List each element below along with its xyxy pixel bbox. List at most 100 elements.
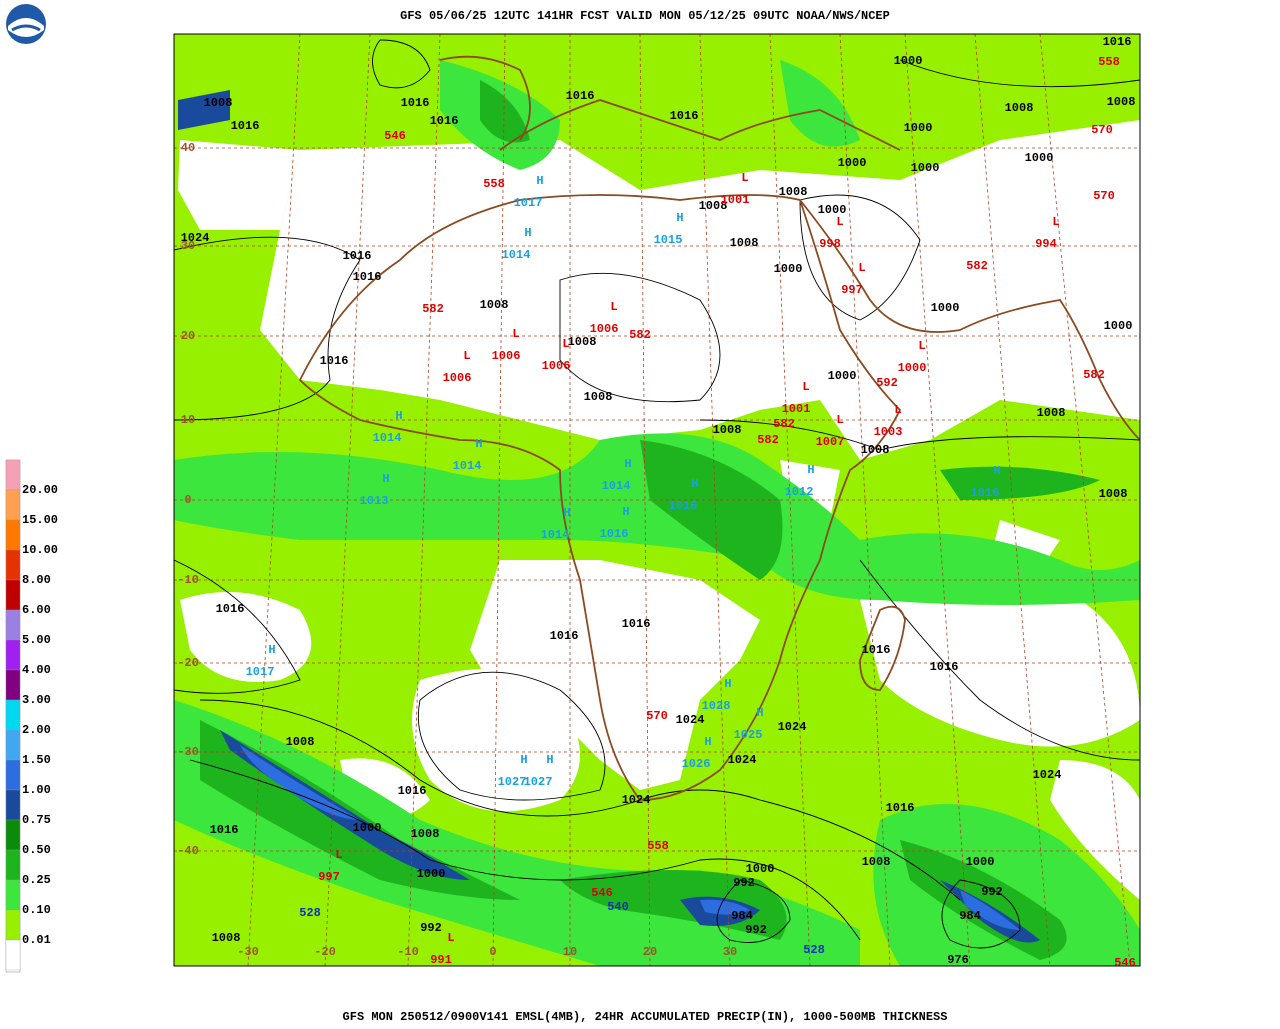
low-symbol: L [858, 261, 865, 275]
lat-label: 30 [181, 239, 195, 253]
isobar-label: 1008 [1005, 101, 1034, 115]
isobar-label: 992 [733, 876, 755, 890]
high-value: 1014 [541, 528, 570, 542]
legend-label: 0.01 [22, 933, 51, 947]
isobar-label: 1024 [1033, 768, 1062, 782]
map-frame [173, 33, 1141, 967]
thickness-label: 582 [629, 328, 651, 342]
legend-label: 3.00 [22, 693, 51, 707]
isobar-label: 1008 [204, 96, 233, 110]
legend-label: 0.25 [22, 873, 51, 887]
isobar-label: 1008 [584, 390, 613, 404]
legend-swatch [5, 789, 21, 821]
legend-label: 2.00 [22, 723, 51, 737]
low-value: 1006 [443, 371, 472, 385]
legend-swatch [5, 819, 21, 851]
isobar-label: 976 [947, 953, 969, 967]
high-symbol: H [691, 477, 698, 491]
isobar-label: 1008 [568, 335, 597, 349]
dry-areas [178, 120, 1140, 900]
isobar-label: 1008 [1107, 95, 1136, 109]
low-value: 1000 [898, 361, 927, 375]
isobar-label: 1000 [894, 54, 923, 68]
low-symbol: L [894, 403, 901, 417]
high-value: 1014 [502, 248, 531, 262]
low-symbol: L [463, 349, 470, 363]
low-value: 1007 [816, 435, 845, 449]
isobar-label: 984 [731, 909, 753, 923]
lon-label: 10 [563, 945, 577, 959]
high-symbol: H [268, 643, 275, 657]
isobar-label: 1016 [1103, 35, 1132, 49]
thickness-label: 528 [299, 906, 321, 920]
legend-swatch [5, 609, 21, 641]
high-value: 1016 [669, 499, 698, 513]
high-value: 1013 [360, 494, 389, 508]
isobar-label: 1016 [210, 823, 239, 837]
coastlines [298, 55, 1140, 801]
isobar-label: 1016 [862, 643, 891, 657]
isobar-label: 1024 [181, 231, 210, 245]
high-value: 1012 [785, 485, 814, 499]
isobar-label: 1016 [622, 617, 651, 631]
isobar-label: 1016 [231, 119, 260, 133]
lon-label: 20 [643, 945, 657, 959]
thickness-label: 546 [384, 129, 406, 143]
low-symbol: L [918, 339, 925, 353]
isobar-label: 1008 [286, 735, 315, 749]
isobar-label: 1016 [353, 270, 382, 284]
lat-label: 20 [181, 329, 195, 343]
high-symbol: H [704, 735, 711, 749]
high-symbol: H [756, 706, 763, 720]
isobar-label: 992 [420, 921, 442, 935]
lon-label: -30 [237, 945, 259, 959]
low-value: 997 [841, 283, 863, 297]
thickness-label: 570 [1093, 189, 1115, 203]
high-symbol: H [676, 211, 683, 225]
lat-label: 10 [181, 413, 195, 427]
high-symbol: H [563, 506, 570, 520]
low-value: 997 [318, 870, 340, 884]
thickness-label: 570 [1091, 123, 1113, 137]
thickness-label: 582 [757, 433, 779, 447]
lon-label: -20 [314, 945, 336, 959]
high-symbol: H [993, 464, 1000, 478]
legend-swatch [5, 669, 21, 701]
legend-label: 0.50 [22, 843, 51, 857]
lon-label: 0 [489, 945, 496, 959]
isobars [174, 39, 1140, 949]
noaa-logo [6, 4, 46, 44]
legend-swatch [5, 549, 21, 581]
low-value: 994 [1035, 237, 1057, 251]
legend-label: 5.00 [22, 633, 51, 647]
lon-label: -10 [397, 945, 419, 959]
isobar-label: 992 [981, 885, 1003, 899]
legend-swatch [5, 519, 21, 551]
isobar-label: 1016 [398, 784, 427, 798]
isobar-label: 1008 [1099, 487, 1128, 501]
legend-label: 20.00 [22, 483, 58, 497]
legend-label: 1.50 [22, 753, 51, 767]
high-symbol: H [536, 174, 543, 188]
isobar-label: 1000 [774, 262, 803, 276]
isobar-label: 1016 [401, 96, 430, 110]
high-symbol: H [624, 457, 631, 471]
legend-swatch [5, 729, 21, 761]
high-value: 1025 [734, 728, 763, 742]
low-symbol: L [836, 413, 843, 427]
high-value: 1016 [971, 486, 1000, 500]
high-value: 1014 [373, 431, 402, 445]
isobar-label: 992 [745, 923, 767, 937]
isobar-label: 1000 [818, 203, 847, 217]
high-symbol: H [382, 472, 389, 486]
lat-label: 0 [184, 493, 191, 507]
thickness-label: 540 [607, 900, 629, 914]
low-symbol: L [836, 215, 843, 229]
low-symbol: L [562, 337, 569, 351]
legend-swatch [5, 759, 21, 791]
legend-swatch [5, 909, 21, 941]
thickness-label: 570 [646, 709, 668, 723]
legend-swatch [5, 939, 21, 971]
high-value: 1027 [498, 775, 527, 789]
